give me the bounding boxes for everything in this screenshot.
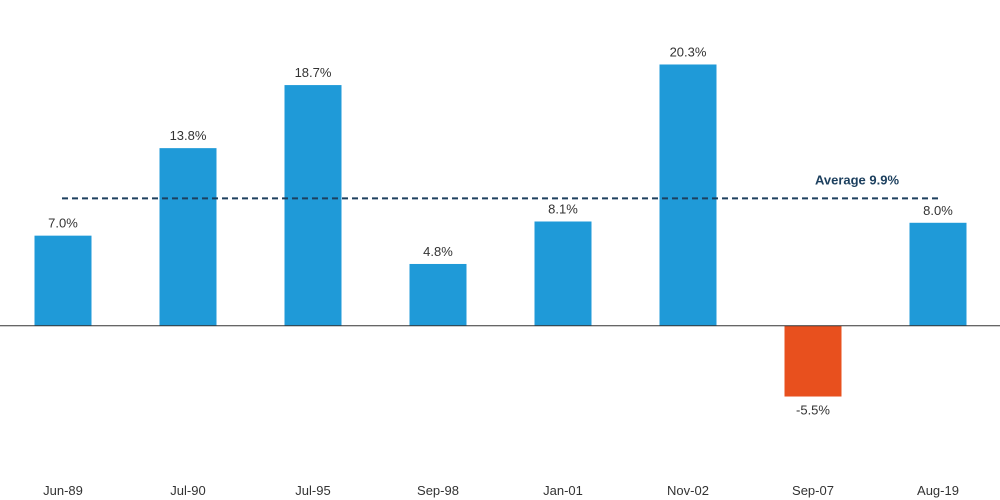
bar-jun-89: [34, 235, 92, 326]
category-label-jan-01: Jan-01: [543, 483, 583, 498]
average-label: Average 9.9%: [815, 172, 900, 187]
category-label-sep-98: Sep-98: [417, 483, 459, 498]
bar-jul-95: [284, 85, 342, 326]
value-label-nov-02: 20.3%: [670, 44, 707, 59]
value-label-sep-07: -5.5%: [796, 403, 830, 418]
value-label-jul-95: 18.7%: [295, 65, 332, 80]
bar-nov-02: [659, 64, 717, 326]
value-label-jul-90: 13.8%: [170, 128, 207, 143]
category-label-jul-90: Jul-90: [170, 483, 205, 498]
category-label-nov-02: Nov-02: [667, 483, 709, 498]
value-label-jun-89: 7.0%: [48, 216, 78, 231]
category-label-sep-07: Sep-07: [792, 483, 834, 498]
category-label-jul-95: Jul-95: [295, 483, 330, 498]
bar-jul-90: [159, 148, 217, 326]
category-label-aug-19: Aug-19: [917, 483, 959, 498]
bars-group: [34, 64, 967, 397]
value-labels-group: 7.0% 13.8% 18.7% 4.8% 8.1% 20.3% -5.5% 8.0%: [48, 44, 953, 417]
bar-sep-07: [784, 325, 842, 397]
bar-jan-01: [534, 221, 592, 326]
bar-aug-19: [909, 222, 967, 326]
value-label-jan-01: 8.1%: [548, 201, 578, 216]
category-label-jun-89: Jun-89: [43, 483, 83, 498]
bar-sep-98: [409, 263, 467, 326]
value-label-aug-19: 8.0%: [923, 203, 953, 218]
value-label-sep-98: 4.8%: [423, 244, 453, 259]
category-labels-group: Jun-89 Jul-90 Jul-95 Sep-98 Jan-01 Nov-02 Sep-…: [43, 483, 959, 498]
